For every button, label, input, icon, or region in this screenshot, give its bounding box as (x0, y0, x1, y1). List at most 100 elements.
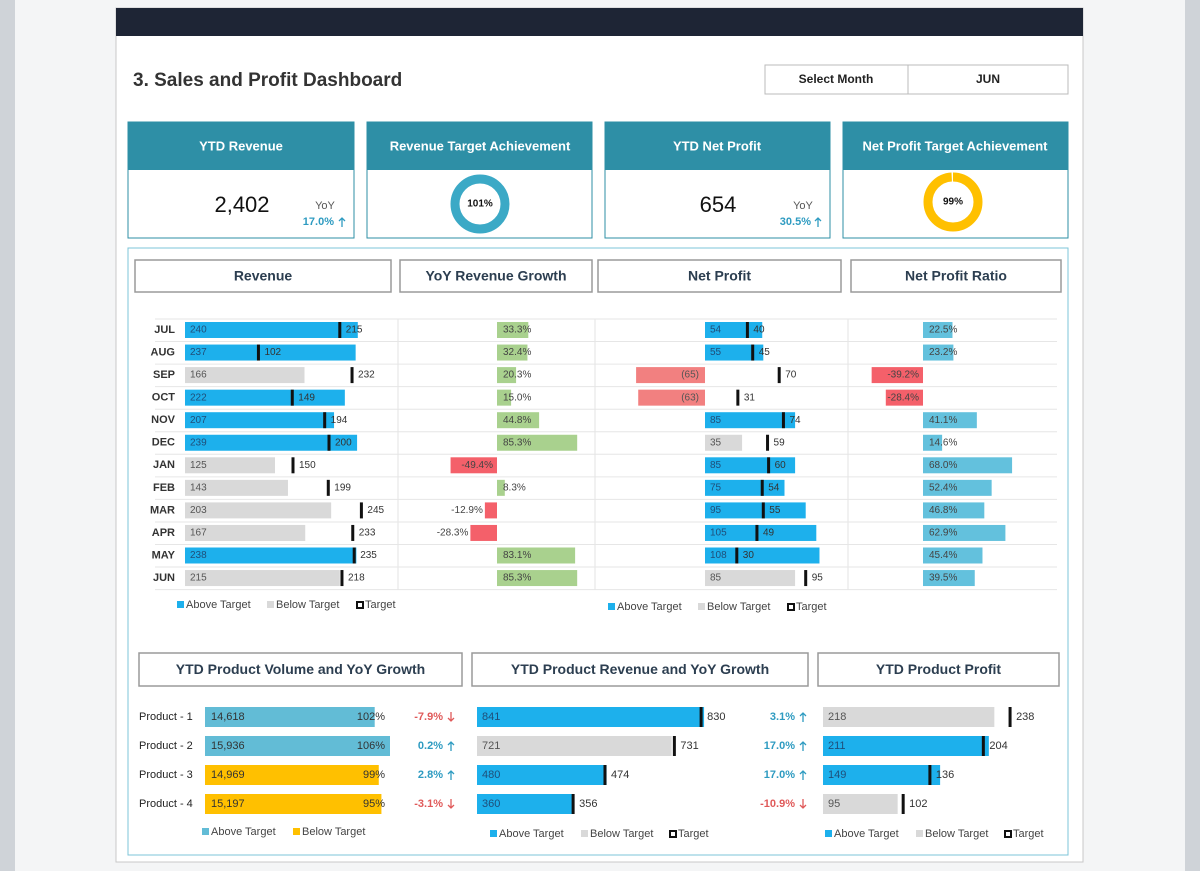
value-label: -39.2% (887, 370, 919, 381)
target-label: 204 (989, 740, 1007, 752)
legend-swatch (698, 603, 705, 610)
value-label: 360 (482, 798, 500, 810)
target-label: 149 (298, 392, 315, 403)
target-marker (751, 344, 755, 361)
bar (823, 794, 898, 814)
target-marker (340, 570, 344, 587)
value-label: 14.6% (929, 437, 957, 448)
legend-label: Above Target (499, 828, 564, 840)
legend-swatch (177, 601, 184, 608)
value-label: 15.0% (503, 392, 531, 403)
value-label: 15,197 (211, 798, 245, 810)
bar (484, 502, 497, 519)
value-label: 105 (710, 528, 727, 539)
growth-label: 3.1% (770, 711, 795, 723)
bar (185, 570, 340, 587)
legend-swatch (825, 830, 832, 837)
section-title: YoY Revenue Growth (425, 268, 566, 284)
bar (497, 434, 578, 451)
legend-label: Target (365, 599, 396, 611)
trend-arrow (447, 712, 455, 722)
target-marker (736, 389, 740, 406)
section-header (850, 259, 1062, 293)
bar (185, 524, 306, 541)
target-label: 60 (775, 460, 787, 471)
select-value[interactable]: JUN (976, 72, 1000, 86)
target-marker (777, 367, 781, 384)
kpi-header (128, 122, 354, 170)
donut-label: 101% (467, 199, 493, 210)
target-label: 95 (812, 573, 824, 584)
value-label: 143 (190, 482, 207, 493)
category-label: Product - 2 (139, 740, 193, 752)
bar (705, 547, 820, 564)
section-title: YTD Product Profit (876, 661, 1002, 677)
achievement-label: 106% (357, 740, 385, 752)
month-selector[interactable] (764, 64, 1069, 95)
bar (823, 736, 989, 756)
target-label: 200 (335, 437, 352, 448)
bar (205, 707, 375, 727)
category-label: Product - 4 (139, 798, 193, 810)
legend-label: Above Target (211, 826, 276, 838)
target-marker (767, 457, 771, 474)
value-label: (63) (681, 392, 699, 403)
value-label: 237 (190, 347, 207, 358)
bar (636, 367, 705, 384)
legend-label: Above Target (186, 599, 251, 611)
section-header (817, 652, 1060, 687)
bar (185, 547, 357, 564)
trend-arrow (799, 770, 807, 780)
value-label: 23.2% (929, 347, 957, 358)
target-marker (672, 736, 676, 756)
bar (185, 479, 288, 496)
target-marker (327, 434, 331, 451)
legend-swatch (1004, 830, 1012, 838)
bar (705, 479, 785, 496)
value-label: 167 (190, 528, 207, 539)
bar (705, 570, 796, 587)
value-label: 35 (710, 437, 722, 448)
dashboard-title: 3. Sales and Profit Dashboard (133, 70, 402, 91)
value-label: 83.1% (503, 550, 531, 561)
target-label: 150 (299, 460, 316, 471)
value-label: 149 (828, 769, 846, 781)
bar (923, 479, 992, 496)
kpi-title: YTD Net Profit (673, 138, 762, 153)
charts-panel (127, 247, 1069, 856)
category-label: Product - 3 (139, 769, 193, 781)
value-label: 22.5% (929, 325, 957, 336)
target-marker (350, 367, 354, 384)
legend-swatch (293, 828, 300, 835)
value-label: 85 (710, 460, 722, 471)
target-label: 54 (768, 482, 780, 493)
bar (923, 457, 1013, 474)
bar (477, 736, 672, 756)
bar (923, 524, 1006, 541)
target-label: 235 (360, 550, 377, 561)
section-title: Net Profit (688, 268, 751, 284)
bar (497, 322, 529, 338)
value-label: 95 (828, 798, 840, 810)
value-label: 55 (710, 347, 722, 358)
target-marker (781, 412, 785, 429)
kpi-header (367, 122, 592, 170)
target-marker (359, 502, 363, 519)
bar (205, 736, 390, 756)
value-label: 75 (710, 482, 722, 493)
bar (923, 344, 954, 361)
target-marker (603, 765, 607, 785)
target-marker (928, 765, 932, 785)
bar (823, 707, 995, 727)
target-label: 199 (334, 482, 351, 493)
target-label: 215 (346, 325, 363, 336)
target-label: 136 (936, 769, 954, 781)
select-label: Select Month (799, 72, 874, 86)
bar (705, 524, 817, 541)
trend-arrow (814, 217, 822, 227)
bar (705, 434, 743, 451)
bar (497, 412, 540, 429)
value-label: 85.3% (503, 437, 531, 448)
trend-arrow (799, 799, 807, 809)
